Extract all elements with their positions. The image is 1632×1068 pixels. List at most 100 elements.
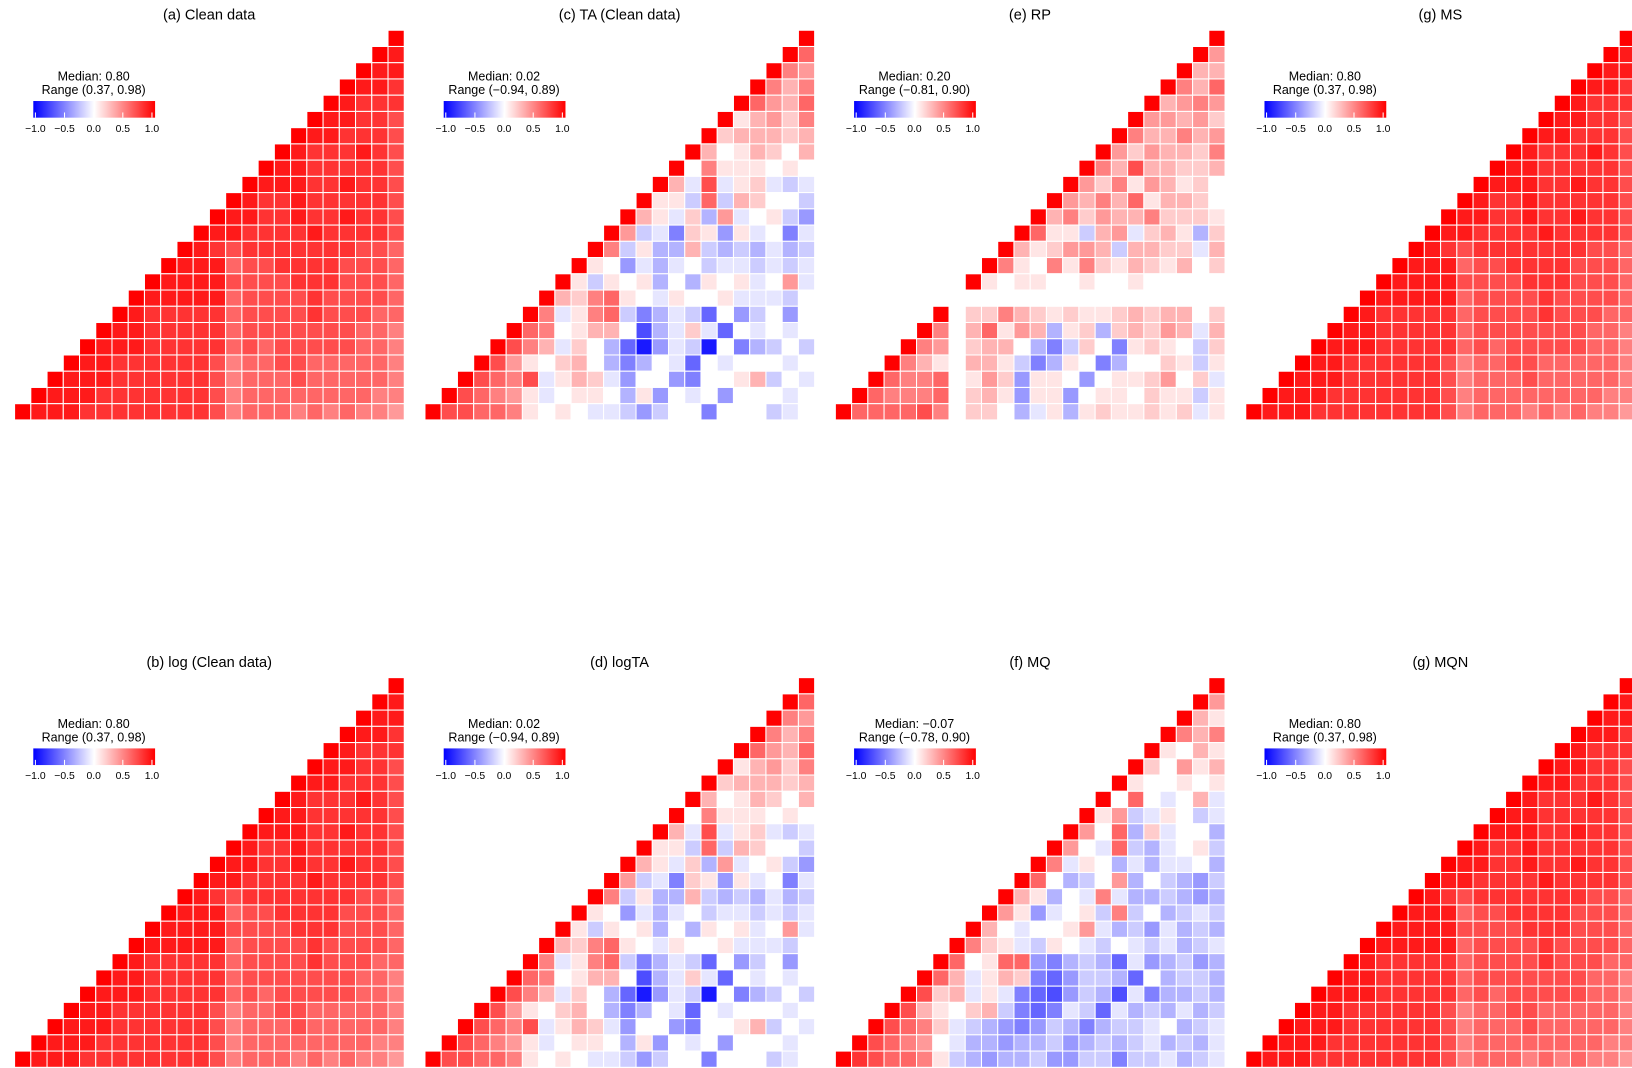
heatmap-cell	[716, 257, 734, 275]
heatmap-cell	[338, 855, 357, 873]
heatmap-cell	[749, 273, 767, 291]
heatmap-cell	[1208, 807, 1226, 825]
heatmap-cell	[749, 321, 767, 340]
heatmap-cell	[932, 338, 950, 356]
heatmap-cell	[554, 273, 572, 291]
heatmap-cell	[781, 338, 799, 356]
heatmap-cell	[635, 208, 653, 226]
heatmap-cell	[1143, 1018, 1161, 1036]
heatmap-cell	[338, 305, 357, 324]
heatmap-cell	[241, 969, 259, 987]
heatmap-cell	[456, 1034, 475, 1052]
heatmap-cell	[387, 677, 405, 695]
heatmap-cell	[635, 1034, 653, 1052]
heatmap-cell	[30, 403, 48, 421]
heatmap-cell	[1326, 1034, 1344, 1052]
heatmap-cell	[1456, 1018, 1474, 1036]
heatmap-cell	[1553, 790, 1572, 809]
heatmap-cell	[932, 354, 950, 372]
heatmap-cell	[586, 969, 605, 987]
heatmap-cell	[948, 969, 966, 987]
heatmap-cell	[1110, 969, 1129, 987]
heatmap-cell	[1618, 127, 1632, 145]
heatmap-cell	[1013, 920, 1031, 938]
heatmap-cell	[1062, 1018, 1080, 1036]
heatmap-cell	[225, 386, 243, 405]
heatmap-cell	[916, 1001, 934, 1020]
heatmap-cell	[1192, 386, 1210, 405]
heatmap-cell	[1553, 839, 1572, 857]
heatmap-cell	[1175, 920, 1194, 938]
heatmap-cell	[899, 1034, 918, 1052]
heatmap-cell	[306, 936, 324, 955]
heatmap-cell	[619, 871, 637, 890]
heatmap-cell	[749, 305, 767, 324]
heatmap-cell	[225, 240, 243, 259]
heatmap-cell	[322, 871, 340, 890]
heatmap-cell	[355, 985, 373, 1003]
heatmap-cell	[1586, 888, 1604, 906]
heatmap-cell	[570, 1050, 588, 1068]
heatmap-cell	[371, 321, 389, 340]
heatmap-cell	[1553, 110, 1572, 129]
heatmap-cell	[1537, 386, 1555, 405]
heatmap-cell	[208, 871, 227, 890]
heatmap-cell	[1062, 305, 1080, 324]
heatmap-cell	[322, 790, 340, 809]
heatmap-cell	[387, 807, 405, 825]
heatmap-cell	[964, 370, 983, 388]
heatmap-cell	[1423, 305, 1442, 324]
heatmap-cell	[225, 257, 243, 275]
heatmap-cell	[1094, 807, 1112, 825]
heatmap-cell	[619, 386, 637, 405]
heatmap-cell	[964, 936, 983, 955]
heatmap-cell	[1537, 1001, 1555, 1020]
heatmap-cell	[273, 403, 292, 421]
heatmap-cell	[371, 159, 389, 177]
heatmap-cell	[883, 403, 901, 421]
heatmap-cell	[1456, 920, 1474, 938]
heatmap-cell	[797, 257, 816, 275]
heatmap-cell	[1407, 305, 1425, 324]
heatmap-cell	[1175, 839, 1194, 857]
heatmap-cell	[1143, 774, 1161, 792]
heatmap-cell	[716, 175, 734, 194]
heatmap-cell	[1602, 62, 1620, 80]
heatmap-cell	[387, 953, 405, 971]
heatmap-cell	[1586, 758, 1604, 776]
heatmap-cell	[1488, 920, 1507, 938]
heatmap-cell	[208, 403, 227, 421]
heatmap-cell	[290, 305, 308, 324]
heatmap-cell	[176, 1050, 194, 1068]
heatmap-cell	[538, 403, 556, 421]
heatmap-cell	[797, 1018, 816, 1036]
heatmap-cell	[338, 273, 357, 291]
heatmap-cell	[290, 240, 308, 259]
heatmap-cell	[371, 985, 389, 1003]
heatmap-cell	[1618, 305, 1632, 324]
heatmap-cell	[1127, 1018, 1145, 1036]
heatmap-cell	[732, 742, 751, 760]
heatmap-cell	[700, 403, 718, 421]
heatmap-cell	[1586, 807, 1604, 825]
heatmap-cell	[1586, 305, 1604, 324]
heatmap-cell	[749, 224, 767, 242]
heatmap-cell	[1326, 969, 1344, 987]
heatmap-cell	[554, 370, 572, 388]
heatmap-cell	[1192, 774, 1210, 792]
heatmap-cell	[1488, 1034, 1507, 1052]
heatmap-cell	[1127, 127, 1145, 145]
heatmap-cell	[765, 110, 783, 129]
heatmap-cell	[797, 370, 816, 388]
heatmap-cell	[95, 1018, 113, 1036]
heatmap-cell	[667, 403, 686, 421]
heatmap-cell	[1192, 904, 1210, 922]
range-label: Range (0.37, 0.98)	[42, 83, 146, 97]
heatmap-cell	[1391, 920, 1409, 938]
heatmap-cell	[1488, 953, 1507, 971]
heatmap-cell	[160, 985, 178, 1003]
heatmap-cell	[1472, 386, 1490, 405]
